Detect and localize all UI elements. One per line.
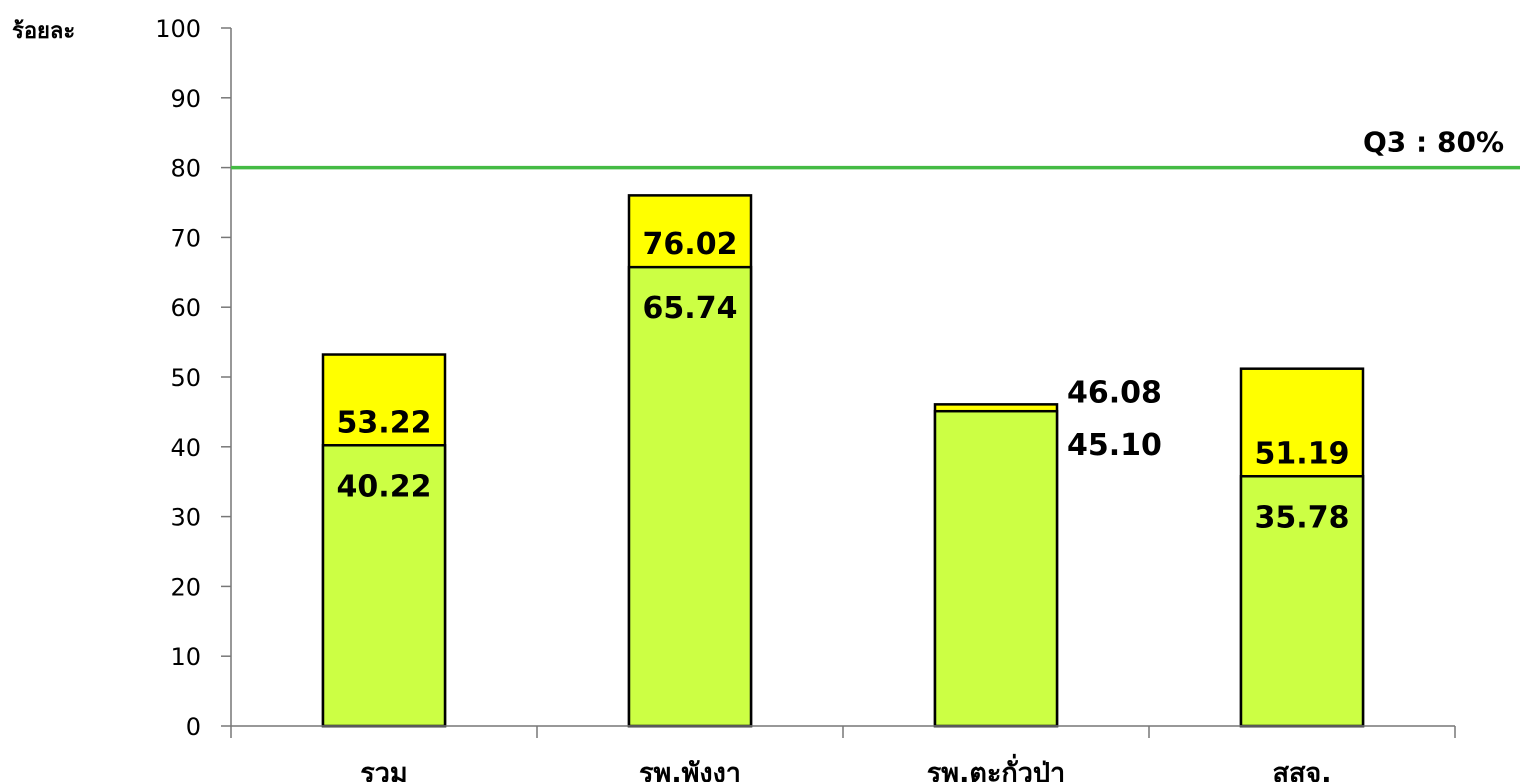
y-tick-label-80: 80 xyxy=(170,155,201,183)
x-tick-label-3: สสจ. xyxy=(1272,758,1331,782)
bar-2-series-1 xyxy=(933,409,1059,728)
bar-3-series-1 xyxy=(1239,475,1365,728)
y-tick-label-20: 20 xyxy=(170,573,201,601)
y-tick-label-60: 60 xyxy=(170,294,201,322)
axes: 0 10 20 30 40 50 60 70 80 90 100 รวม รพ.พังงา รพ.ตะกั… xyxy=(155,15,1456,782)
data-label-2-series-0: 46.08 xyxy=(1067,375,1162,410)
x-tick-label-1: รพ.พังงา xyxy=(639,758,741,782)
bars-series-q2 xyxy=(321,265,1365,728)
x-tick-label-0: รวม xyxy=(360,758,407,782)
data-label-3-series-0: 51.19 xyxy=(1255,436,1350,471)
data-label-1-series-0: 76.02 xyxy=(643,227,738,262)
y-tick-label-0: 0 xyxy=(186,713,201,741)
y-axis-label: ร้อยละ xyxy=(12,19,75,44)
y-tick-label-50: 50 xyxy=(170,364,201,392)
x-tick-label-2: รพ.ตะกั่วป่า xyxy=(927,753,1065,782)
data-label-3-series-1: 35.78 xyxy=(1255,500,1350,535)
data-label-0-series-0: 53.22 xyxy=(337,405,432,440)
data-label-0-series-1: 40.22 xyxy=(337,469,432,504)
y-tick-label-30: 30 xyxy=(170,504,201,532)
data-labels: 53.22 40.22 76.02 65.74 46.08 45.10 51.19 35.78 xyxy=(337,227,1350,535)
y-tick-label-70: 70 xyxy=(170,224,201,252)
y-tick-label-40: 40 xyxy=(170,434,201,462)
y-tick-label-10: 10 xyxy=(170,643,201,671)
data-label-1-series-1: 65.74 xyxy=(643,291,738,326)
target-label: Q3 : 80% xyxy=(1363,126,1504,159)
bars-series-total xyxy=(321,194,1365,728)
y-tick-label-90: 90 xyxy=(170,85,201,113)
bar-1-series-1 xyxy=(627,265,753,728)
y-tick-label-100: 100 xyxy=(155,15,201,43)
data-label-2-series-1: 45.10 xyxy=(1067,428,1162,463)
